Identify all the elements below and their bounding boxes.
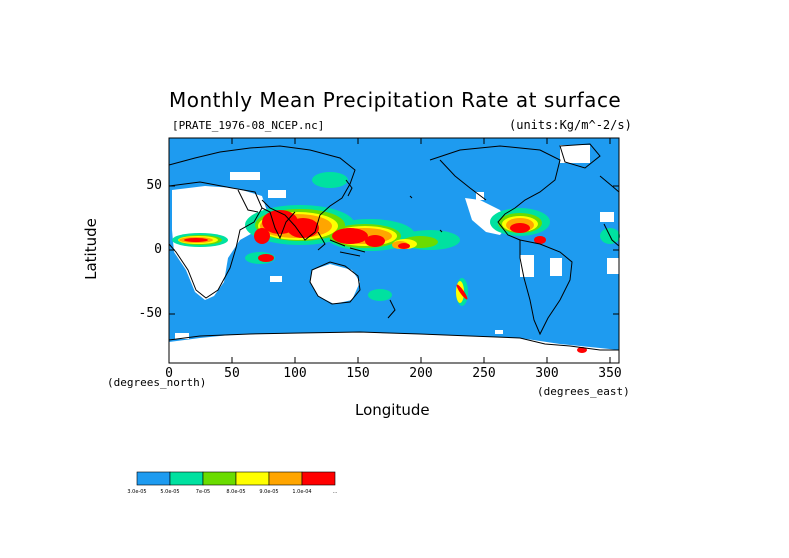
colorbar-swatch-4 [268,471,303,486]
y-axis-units-note: (degrees_north) [107,376,207,389]
colorbar-swatch-5 [301,471,336,486]
colorbar-label-0: 3.0e-05 [127,489,146,495]
ocean-field [169,138,619,363]
x-tick-100: 100 [283,366,307,381]
colorbar-label-2: 7e-05 [196,489,210,495]
x-tick-150: 150 [346,366,370,381]
colorbar-label-1: 5.0e-05 [160,489,179,495]
missing-data-regions [169,145,619,363]
map-plot-area [168,137,620,364]
y-tick-minus-50: -50 [138,306,162,321]
x-tick-50: 50 [224,366,240,381]
source-file-label: [PRATE_1976-08_NCEP.nc] [172,119,325,132]
colorbar-label-4: 9.0e-05 [259,489,278,495]
units-label: (units:Kg/m^-2/s) [509,118,632,132]
y-axis-label: Latitude [81,218,100,280]
x-tick-200: 200 [409,366,433,381]
x-tick-350: 350 [598,366,622,381]
colorbar-swatch-1 [169,471,204,486]
y-tick-50: 50 [146,178,162,193]
y-tick-0: 0 [154,242,162,257]
x-tick-0: 0 [165,366,173,381]
tick-marks [169,138,619,363]
colorbar-swatch-2 [202,471,237,486]
colorbar-swatch-3 [235,471,270,486]
map-title: Monthly Mean Precipitation Rate at surfa… [169,88,622,112]
x-axis-units-note: (degrees_east) [537,385,630,398]
colorbar-swatch-0 [136,471,171,486]
colorbar-label-3: 8.0e-05 [226,489,245,495]
x-tick-300: 300 [535,366,559,381]
x-tick-250: 250 [472,366,496,381]
colorbar-label-6: ... [333,489,338,495]
coastlines [168,143,620,351]
colorbar: 3.0e-05 5.0e-05 7e-05 8.0e-05 9.0e-05 1.0e-04… [127,471,338,495]
colorbar-label-5: 1.0e-04 [292,489,311,495]
heavy-precip [184,210,587,353]
x-axis-label: Longitude [355,401,430,419]
